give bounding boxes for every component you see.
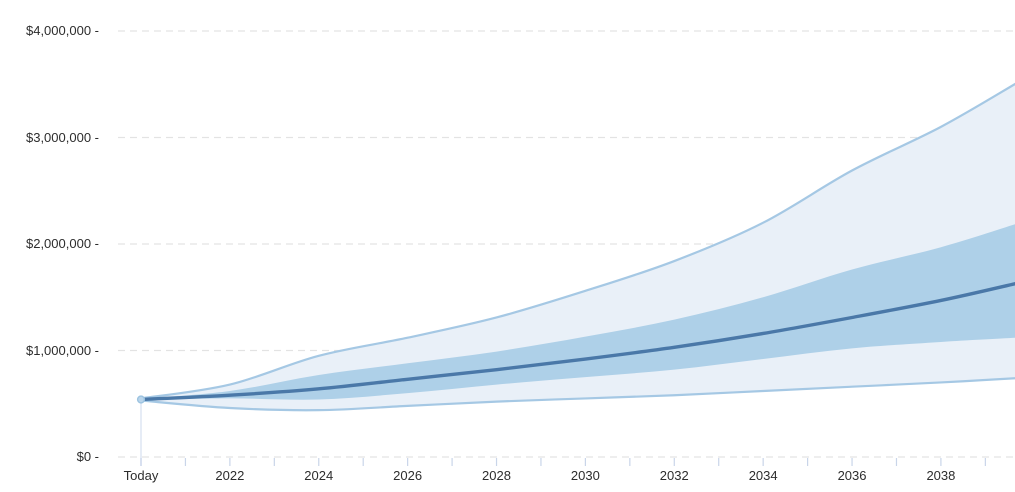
x-axis-label: 2022 [215, 468, 245, 483]
x-axis-label: 2024 [304, 468, 334, 483]
y-axis-label: $4,000,000 - [25, 23, 99, 38]
y-axis-label: $1,000,000 - [25, 342, 99, 358]
x-axis-label: 2034 [748, 468, 778, 483]
inner-band-area [141, 224, 1015, 401]
outer-band-bottom-line [139, 377, 1015, 412]
x-axis-label: 2030 [570, 468, 600, 483]
x-axis-label: 2032 [659, 468, 689, 483]
x-axis-label: 2038 [926, 468, 956, 483]
x-axis-label: 2028 [482, 468, 511, 483]
median-projection-line [139, 281, 1015, 402]
y-axis-label: $3,000,000 - [25, 129, 99, 145]
y-axis-label: $2,000,000 - [25, 236, 99, 251]
y-axis-label: $0 - [76, 449, 99, 464]
x-axis-label: 2026 [393, 468, 423, 483]
start-point-dot [136, 395, 146, 404]
x-axis-label: 2036 [837, 468, 867, 483]
outer-band-top-line [139, 82, 1015, 400]
x-axis-label: Today [123, 468, 159, 483]
